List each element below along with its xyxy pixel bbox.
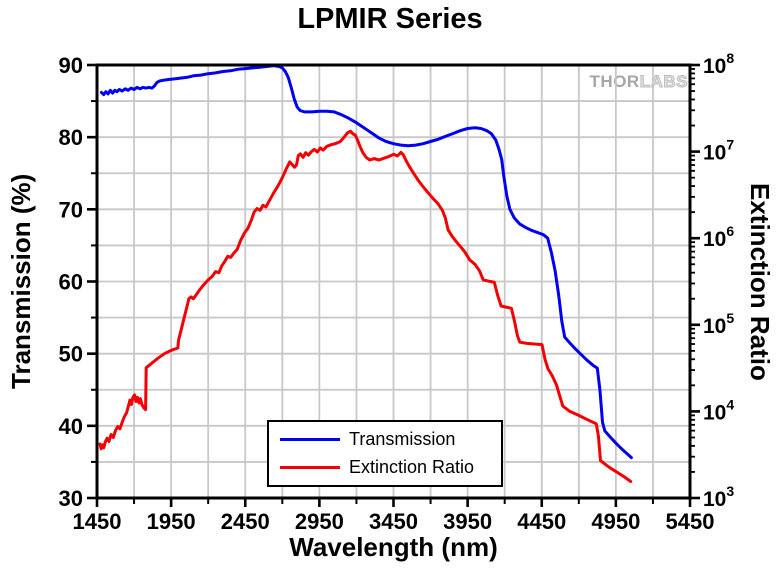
chart-title: LPMIR Series bbox=[297, 3, 483, 35]
svg-text:107: 107 bbox=[703, 137, 734, 165]
watermark-labs: LABS bbox=[639, 72, 688, 92]
svg-text:2950: 2950 bbox=[295, 509, 344, 534]
svg-text:104: 104 bbox=[703, 396, 734, 424]
svg-text:1950: 1950 bbox=[147, 509, 196, 534]
thorlabs-watermark: THORLABS bbox=[558, 72, 688, 92]
svg-text:30: 30 bbox=[59, 486, 83, 511]
svg-text:80: 80 bbox=[59, 125, 83, 150]
watermark-thor: THOR bbox=[589, 72, 640, 91]
svg-text:50: 50 bbox=[59, 342, 83, 367]
svg-text:106: 106 bbox=[703, 223, 734, 251]
y-axis-label-right: Extinction Ratio bbox=[745, 182, 775, 381]
legend-label-transmission: Transmission bbox=[349, 429, 456, 449]
svg-text:40: 40 bbox=[59, 414, 83, 439]
svg-text:3950: 3950 bbox=[443, 509, 492, 534]
x-axis-label: Wavelength (nm) bbox=[289, 532, 498, 562]
legend: Transmission Extinction Ratio bbox=[267, 420, 503, 487]
svg-text:60: 60 bbox=[59, 270, 83, 295]
svg-text:105: 105 bbox=[703, 310, 734, 338]
legend-label-extinction-ratio: Extinction Ratio bbox=[349, 457, 475, 477]
svg-text:108: 108 bbox=[703, 50, 734, 78]
svg-text:4450: 4450 bbox=[517, 509, 566, 534]
svg-text:90: 90 bbox=[59, 53, 83, 78]
transmission-line-swatch bbox=[280, 438, 340, 441]
svg-text:3450: 3450 bbox=[369, 509, 418, 534]
svg-text:5450: 5450 bbox=[666, 509, 715, 534]
legend-item-extinction-ratio: Extinction Ratio bbox=[280, 457, 501, 478]
extinction-ratio-line-swatch bbox=[280, 466, 340, 469]
svg-text:1450: 1450 bbox=[73, 509, 122, 534]
svg-text:103: 103 bbox=[703, 483, 734, 511]
svg-text:4950: 4950 bbox=[591, 509, 640, 534]
svg-text:2450: 2450 bbox=[221, 509, 270, 534]
legend-item-transmission: Transmission bbox=[280, 429, 501, 450]
svg-text:70: 70 bbox=[59, 197, 83, 222]
